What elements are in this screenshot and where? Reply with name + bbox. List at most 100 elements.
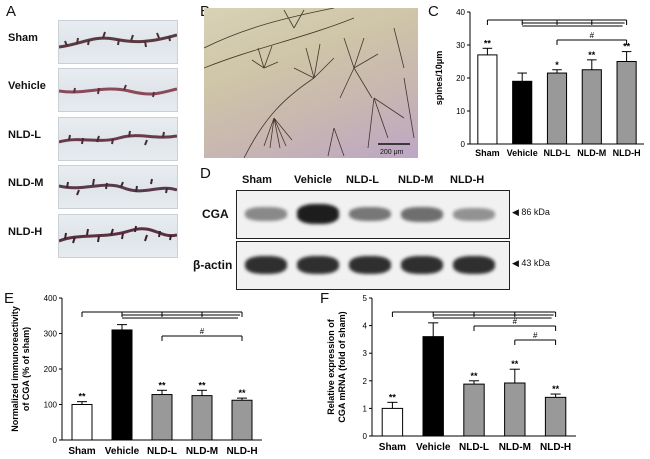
row-label-nld-m: NLD-M bbox=[8, 177, 44, 189]
significance-marker: ** bbox=[552, 384, 560, 394]
blot-label-cga: CGA bbox=[202, 207, 229, 221]
comparison-label: # bbox=[533, 331, 538, 340]
dendrite-image-nld-l bbox=[58, 117, 178, 161]
bar-vehicle bbox=[111, 329, 133, 441]
x-category-label: NLD-H bbox=[540, 442, 571, 453]
blot-row-beta-actin bbox=[236, 241, 510, 290]
y-tick-label: 40 bbox=[456, 8, 465, 17]
comparison-label: # bbox=[200, 327, 205, 336]
x-category-label: NLD-H bbox=[226, 446, 257, 457]
significance-marker: ** bbox=[238, 388, 246, 398]
bar-nld-m bbox=[191, 395, 213, 441]
blot-band bbox=[245, 207, 287, 221]
blot-band bbox=[245, 255, 287, 275]
significance-marker: ** bbox=[511, 359, 519, 369]
bar-sham bbox=[477, 54, 498, 145]
y-tick-label: 300 bbox=[44, 330, 58, 339]
blot-band bbox=[401, 206, 443, 222]
blot-lane-label: Vehicle bbox=[294, 174, 332, 186]
row-label-sham: Sham bbox=[8, 32, 38, 44]
blot-band bbox=[349, 255, 391, 275]
dendrite-image-sham bbox=[58, 20, 178, 64]
blot-size-cga: ◀ 86 kDa bbox=[512, 207, 550, 217]
y-tick-label: 5 bbox=[363, 294, 368, 303]
significance-marker: ** bbox=[158, 380, 166, 390]
x-category-label: Vehicle bbox=[416, 442, 451, 453]
dendrite-image-nld-m bbox=[58, 165, 178, 209]
blot-band bbox=[297, 204, 339, 224]
row-label-nld-h: NLD-H bbox=[8, 226, 43, 238]
significance-marker: * bbox=[555, 60, 559, 70]
x-category-label: NLD-M bbox=[499, 442, 531, 453]
x-category-label: NLD-L bbox=[147, 446, 177, 457]
significance-marker: ** bbox=[78, 392, 86, 402]
comparison-label: # bbox=[513, 317, 518, 326]
panel-c-letter: C bbox=[428, 3, 439, 20]
panel-f-letter: F bbox=[320, 290, 330, 307]
y-tick-label: 4 bbox=[363, 322, 368, 331]
significance-marker: ** bbox=[198, 380, 206, 390]
significance-marker: ** bbox=[389, 392, 397, 402]
scale-bar-label: 200 μm bbox=[380, 149, 404, 156]
blot-lane-label: NLD-H bbox=[450, 174, 485, 186]
x-category-label: Sham bbox=[475, 148, 500, 158]
comparison-label: # bbox=[590, 31, 595, 40]
dendrite-image-vehicle bbox=[58, 68, 178, 112]
bar-sham bbox=[71, 404, 93, 441]
blot-band bbox=[453, 255, 495, 275]
y-tick-label: 20 bbox=[456, 74, 465, 83]
blot-band bbox=[401, 255, 443, 275]
bar-nld-h bbox=[544, 396, 567, 437]
x-category-label: NLD-M bbox=[186, 446, 218, 457]
y-tick-label: 10 bbox=[456, 107, 465, 116]
row-label-nld-l: NLD-L bbox=[8, 129, 41, 141]
y-tick-label: 200 bbox=[44, 365, 58, 374]
dendrite-image-nld-h bbox=[58, 214, 178, 258]
chart-e-immunoreactivity: 0 100 200 300 400 Normalized immunoreactivity… bbox=[10, 294, 262, 457]
bar-nld-l bbox=[546, 72, 568, 145]
x-category-label: NLD-L bbox=[459, 442, 489, 453]
bar-nld-l bbox=[463, 383, 485, 437]
y-tick-label: 400 bbox=[44, 294, 58, 303]
x-category-label: NLD-H bbox=[613, 148, 641, 158]
blot-size-beta-actin-value: 43 kDa bbox=[521, 258, 550, 268]
y-axis-label: spines/10μm bbox=[434, 51, 444, 106]
significance-marker: ** bbox=[484, 38, 492, 48]
y-tick-label: 0 bbox=[363, 432, 368, 441]
y-axis-label: Relative expression ofCGA mRNA (fold of … bbox=[326, 311, 347, 422]
panel-e-letter: E bbox=[4, 290, 15, 307]
bar-nld-m bbox=[504, 382, 526, 437]
y-axis-label: Normalized immunoreactivityof CGA (% of … bbox=[10, 306, 31, 432]
x-category-label: Vehicle bbox=[105, 446, 140, 457]
bar-nld-h bbox=[231, 399, 253, 441]
y-tick-label: 2 bbox=[363, 377, 368, 386]
golgi-stain-image: 200 μm bbox=[204, 8, 418, 158]
x-category-label: NLD-M bbox=[577, 148, 606, 158]
bar-vehicle bbox=[422, 336, 444, 437]
blot-label-beta-actin: β-actin bbox=[193, 258, 233, 272]
blot-lane-label: NLD-M bbox=[398, 174, 434, 186]
y-tick-label: 1 bbox=[363, 404, 368, 413]
blot-size-beta-actin: ◀ 43 kDa bbox=[512, 258, 550, 268]
chart-f-mrna-expression: 0 1 2 3 4 5 Relative expression ofCGA mRNA (fo… bbox=[326, 294, 576, 453]
y-tick-label: 0 bbox=[53, 436, 58, 445]
bar-nld-m bbox=[581, 69, 602, 145]
blot-band bbox=[349, 206, 391, 222]
panel-a-letter: A bbox=[6, 3, 17, 20]
blot-size-cga-value: 86 kDa bbox=[521, 207, 550, 217]
y-tick-label: 100 bbox=[44, 401, 58, 410]
significance-marker: ** bbox=[470, 371, 478, 381]
panel-d-letter: D bbox=[200, 165, 211, 182]
bar-nld-h bbox=[616, 61, 637, 145]
x-category-label: Sham bbox=[379, 442, 406, 453]
bar-vehicle bbox=[512, 80, 533, 145]
row-label-vehicle: Vehicle bbox=[8, 80, 46, 92]
bar-sham bbox=[381, 407, 404, 437]
x-category-label: Sham bbox=[68, 446, 95, 457]
blot-lane-label: Sham bbox=[242, 174, 272, 186]
blot-lane-label: NLD-L bbox=[346, 174, 379, 186]
y-tick-label: 30 bbox=[456, 41, 465, 50]
x-category-label: Vehicle bbox=[507, 148, 538, 158]
y-tick-label: 3 bbox=[363, 349, 368, 358]
blot-band bbox=[297, 255, 339, 275]
